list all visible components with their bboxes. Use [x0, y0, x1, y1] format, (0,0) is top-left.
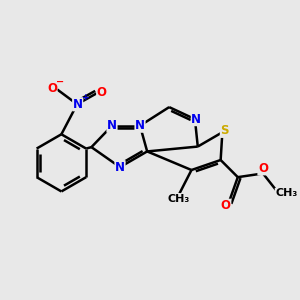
- Text: O: O: [258, 162, 268, 175]
- Text: +: +: [82, 94, 89, 103]
- Text: S: S: [220, 124, 229, 137]
- Text: N: N: [135, 119, 145, 132]
- Text: N: N: [107, 119, 117, 132]
- Text: O: O: [221, 199, 231, 212]
- Text: −: −: [56, 76, 64, 86]
- Text: O: O: [47, 82, 57, 95]
- Text: N: N: [191, 112, 201, 126]
- Text: N: N: [73, 98, 83, 111]
- Text: CH₃: CH₃: [275, 188, 298, 199]
- Text: O: O: [97, 86, 107, 99]
- Text: CH₃: CH₃: [168, 194, 190, 204]
- Text: N: N: [115, 161, 125, 174]
